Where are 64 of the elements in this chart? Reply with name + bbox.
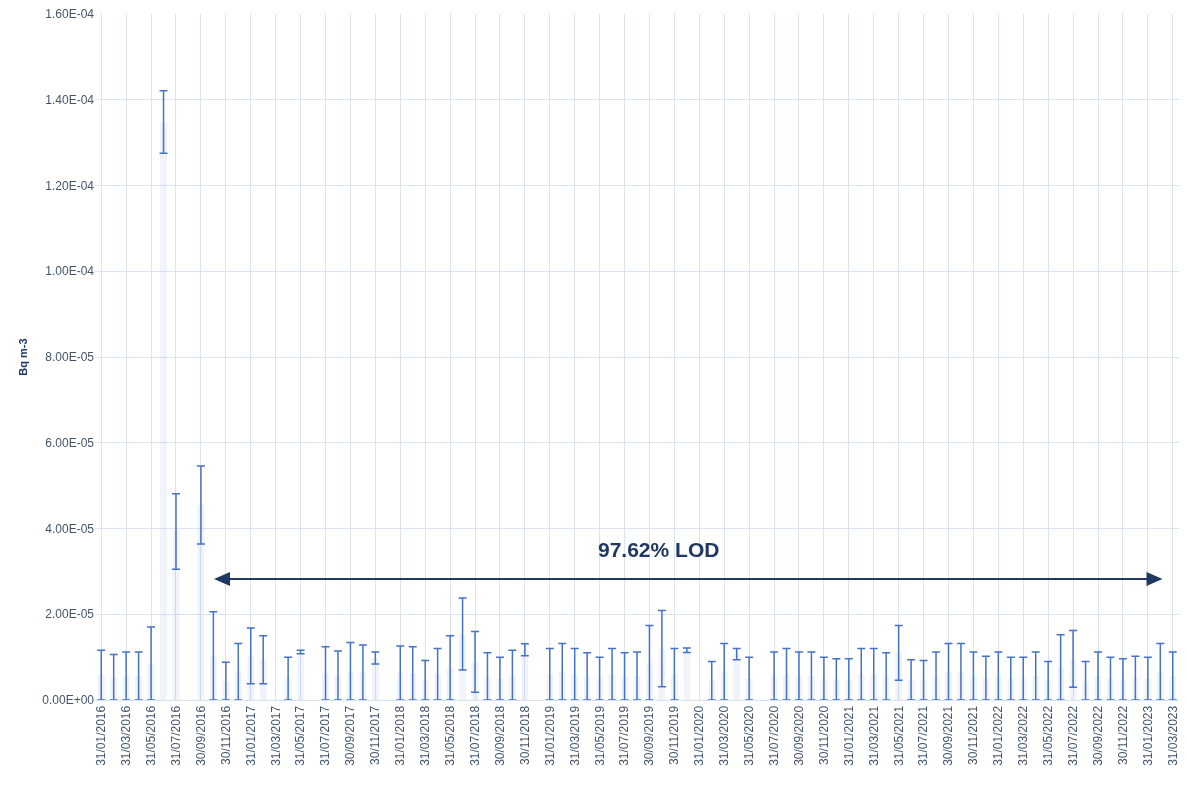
x-tick-label: 30/11/2017 [368, 705, 383, 765]
y-tick-label: 2.00E-05 [45, 607, 95, 622]
y-axis-title: Bq m-3 [16, 338, 29, 376]
y-tick-label: 0.00E+00 [42, 693, 95, 708]
x-tick-label: 30/11/2019 [667, 705, 682, 765]
bar [160, 122, 167, 700]
x-tick-label: 31/05/2021 [891, 705, 906, 766]
x-tick-label: 31/05/2020 [742, 705, 757, 766]
x-tick-label: 31/01/2018 [393, 705, 408, 766]
x-tick-label: 31/07/2020 [766, 705, 781, 766]
y-tick-label: 1.60E-04 [45, 7, 95, 22]
y-tick-label: 1.20E-04 [45, 178, 95, 193]
x-tick-label: 31/01/2020 [692, 705, 707, 766]
bar [297, 651, 305, 700]
bar [733, 654, 741, 700]
x-tick-label: 30/09/2019 [642, 705, 657, 766]
y-tick-label: 4.00E-05 [45, 521, 95, 536]
x-tick-label: 31/05/2022 [1041, 705, 1056, 766]
x-tick-label: 30/09/2020 [791, 705, 806, 766]
annotation: 97.62% LOD [598, 538, 720, 561]
x-tick-label: 31/03/2019 [567, 705, 582, 766]
x-tick-label: 31/03/2017 [268, 705, 283, 766]
x-tick-label: 31/07/2016 [168, 705, 183, 766]
bar [197, 504, 205, 700]
x-tick-label: 31/07/2017 [318, 705, 333, 766]
x-tick-label: 31/05/2019 [592, 705, 607, 766]
x-tick-label: 30/09/2018 [492, 705, 507, 766]
x-tick-label: 30/11/2022 [1115, 705, 1130, 765]
x-tick-label: 31/01/2022 [991, 705, 1006, 766]
bar [371, 657, 379, 700]
x-tick-label: 31/07/2022 [1065, 705, 1080, 766]
y-tick-label: 1.00E-04 [45, 264, 95, 279]
x-tick-label: 31/01/2021 [841, 705, 856, 766]
x-tick-label: 31/05/2016 [143, 705, 158, 766]
x-tick-label: 31/01/2016 [94, 705, 109, 766]
x-tick-label: 31/05/2017 [293, 705, 308, 766]
x-tick-label: 31/01/2017 [243, 705, 258, 766]
x-tick-label: 30/09/2021 [941, 705, 956, 766]
bar [459, 633, 466, 700]
x-tick-label: 31/03/2018 [418, 705, 433, 766]
bar [683, 650, 691, 700]
x-tick-label: 30/11/2020 [816, 705, 831, 765]
bar [521, 649, 529, 700]
y-tick-label: 8.00E-05 [45, 350, 95, 365]
x-tick-label: 31/05/2018 [443, 705, 457, 766]
x-tick-label: 31/07/2021 [916, 705, 931, 766]
x-tick-label: 30/11/2018 [517, 705, 532, 765]
x-tick-label: 31/03/2021 [866, 705, 881, 766]
y-tick-label: 1.40E-04 [45, 92, 95, 107]
x-tick-label: 31/01/2019 [542, 705, 557, 766]
x-tick-label: 31/03/2016 [119, 705, 134, 766]
x-tick-label: 30/09/2017 [343, 705, 358, 766]
x-tick-label: 30/09/2016 [193, 705, 208, 766]
x-tick-label: 31/07/2018 [467, 705, 482, 766]
x-tick-label: 30/09/2022 [1090, 705, 1105, 766]
x-tick-label: 31/01/2023 [1140, 705, 1155, 766]
x-tick-label: 30/11/2016 [218, 705, 233, 765]
x-tick-label: 31/03/2023 [1165, 705, 1180, 766]
y-tick-label: 6.00E-05 [45, 435, 95, 450]
x-tick-label: 30/11/2021 [966, 705, 981, 765]
x-tick-label: 31/03/2022 [1016, 705, 1031, 766]
x-tick-label: 31/07/2019 [617, 705, 632, 766]
x-tick-label: 31/03/2020 [717, 705, 732, 766]
bar [895, 652, 903, 700]
